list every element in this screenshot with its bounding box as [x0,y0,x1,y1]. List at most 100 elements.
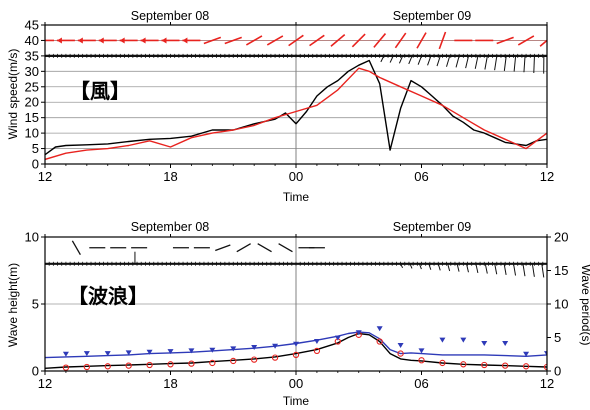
wind-direction-arrow [266,35,284,46]
wind-y-tick-label: 20 [25,95,39,110]
wind-vector-stick [484,55,488,70]
wave-circle-marker [62,364,70,371]
wave-circle-marker [460,361,467,368]
wave-vector-stick [465,263,469,273]
wave-circle-marker [230,357,237,365]
wind-vector-stick [380,55,385,63]
wind-vector-stick [408,55,413,65]
wave-circle-marker [188,360,195,367]
wave-direction-arrow [257,243,272,253]
wave-triangle-marker [167,349,174,355]
wave-circle-marker [146,361,153,369]
wave-triangle-marker [334,335,341,341]
wave-x-tick-label: 00 [289,376,303,391]
wind-date-label-1: September 08 [131,9,210,23]
wave-triangle-marker [397,343,404,349]
wind-direction-arrow [330,34,346,47]
wave-x-tick-label: 12 [540,376,554,391]
wind-y-tick-label: 35 [25,48,39,63]
wave-vector-stick [494,263,498,275]
wave-x-tick-label: 18 [163,376,177,391]
wind-direction-arrow [309,34,325,47]
wind-x-ticks: 12 18 00 06 12 [38,22,554,184]
wave-direction-arrow [236,243,251,253]
wave-y-axis-label: Wave height(m) [6,263,20,347]
wind-x-tick-label: 12 [540,169,554,184]
wave-triangle-marker [355,330,362,336]
wave-y2-axis-label: Wave period(s) [579,265,590,346]
wave-vector-stick [418,263,422,270]
wind-direction-arrowhead [140,37,146,44]
wind-y-tick-label: 10 [25,126,39,141]
wave-date-label-2: September 09 [393,220,472,234]
wave-vector-stick [541,263,545,278]
wind-series [45,59,547,161]
wave-triangle-marker [439,337,446,343]
wave-direction-arrow [71,240,81,255]
wave-triangle-marker [313,339,320,345]
wave-arrows [45,240,547,278]
wave-circle-marker [376,338,383,345]
wind-y-tick-label: 15 [25,110,39,125]
wave-circle-marker [481,361,488,369]
wind-x-axis-label: Time [283,190,310,204]
wave-y2-tick-label: 15 [554,263,568,278]
wave-triangle-marker [230,346,237,352]
wind-vector-stick [427,55,432,66]
wave-x-ticks: 12 18 00 06 12 [38,234,554,391]
wind-direction-arrow [539,39,547,47]
wave-circle-marker [125,362,132,369]
wave-x-axis-label: Time [283,394,310,408]
wave-y2-ticks: 0 5 10 15 20 [547,230,568,379]
wind-series-line-1 [45,59,547,156]
wind-x-tick-label: 00 [289,169,303,184]
wind-vector-stick [503,55,507,71]
wind-direction-arrow [394,32,407,49]
wave-triangle-marker [418,348,425,354]
wave-vector-stick [456,263,460,272]
wave-triangle-marker [523,351,530,357]
wind-y-tick-label: 30 [25,64,39,79]
wave-series [45,326,547,371]
wind-direction-arrow [517,35,535,46]
wave-triangle-marker [460,337,467,343]
wave-circle-marker [502,362,509,369]
wave-circle-marker [104,363,111,370]
wind-x-tick-label: 18 [163,169,177,184]
wave-panel-label: 【波浪】 [68,284,148,308]
wave-y-tick-label: 5 [32,297,39,312]
wind-direction-arrow [373,33,387,48]
wind-vector-stick [494,55,498,71]
wave-direction-arrow [278,243,293,253]
wave-y-tick-label: 10 [25,230,39,245]
wave-circle-marker [439,359,446,367]
wave-y-ticks: 0 5 10 [25,230,45,379]
wave-y2-tick-label: 5 [554,330,561,345]
wave-circle-marker [271,354,279,361]
wave-circle-marker [292,351,300,359]
wave-circle-marker [209,359,216,367]
wave-vector-stick [503,263,507,275]
wind-vector-stick [436,55,441,67]
wind-vector-stick [513,55,517,72]
wave-triangle-marker [83,351,90,357]
wave-circle-marker [251,356,258,363]
wind-y-tick-label: 0 [32,157,39,172]
wave-circle-marker [543,363,547,371]
wave-vector-stick [513,263,517,276]
wave-triangle-marker [125,350,132,356]
wind-panel-label: 【風】 [70,79,130,103]
wave-vector-stick [400,263,404,269]
wind-vector-stick [446,55,451,67]
wind-direction-arrow [351,33,366,48]
wind-direction-arrow [224,36,242,45]
wave-triangle-marker [293,341,299,347]
wave-circle-marker [522,363,530,370]
wave-circle-marker [397,350,404,357]
wind-x-tick-label: 12 [38,169,52,184]
wind-x-tick-label: 06 [414,169,428,184]
wind-vector-stick [398,55,404,64]
wave-triangle-marker [481,341,488,347]
